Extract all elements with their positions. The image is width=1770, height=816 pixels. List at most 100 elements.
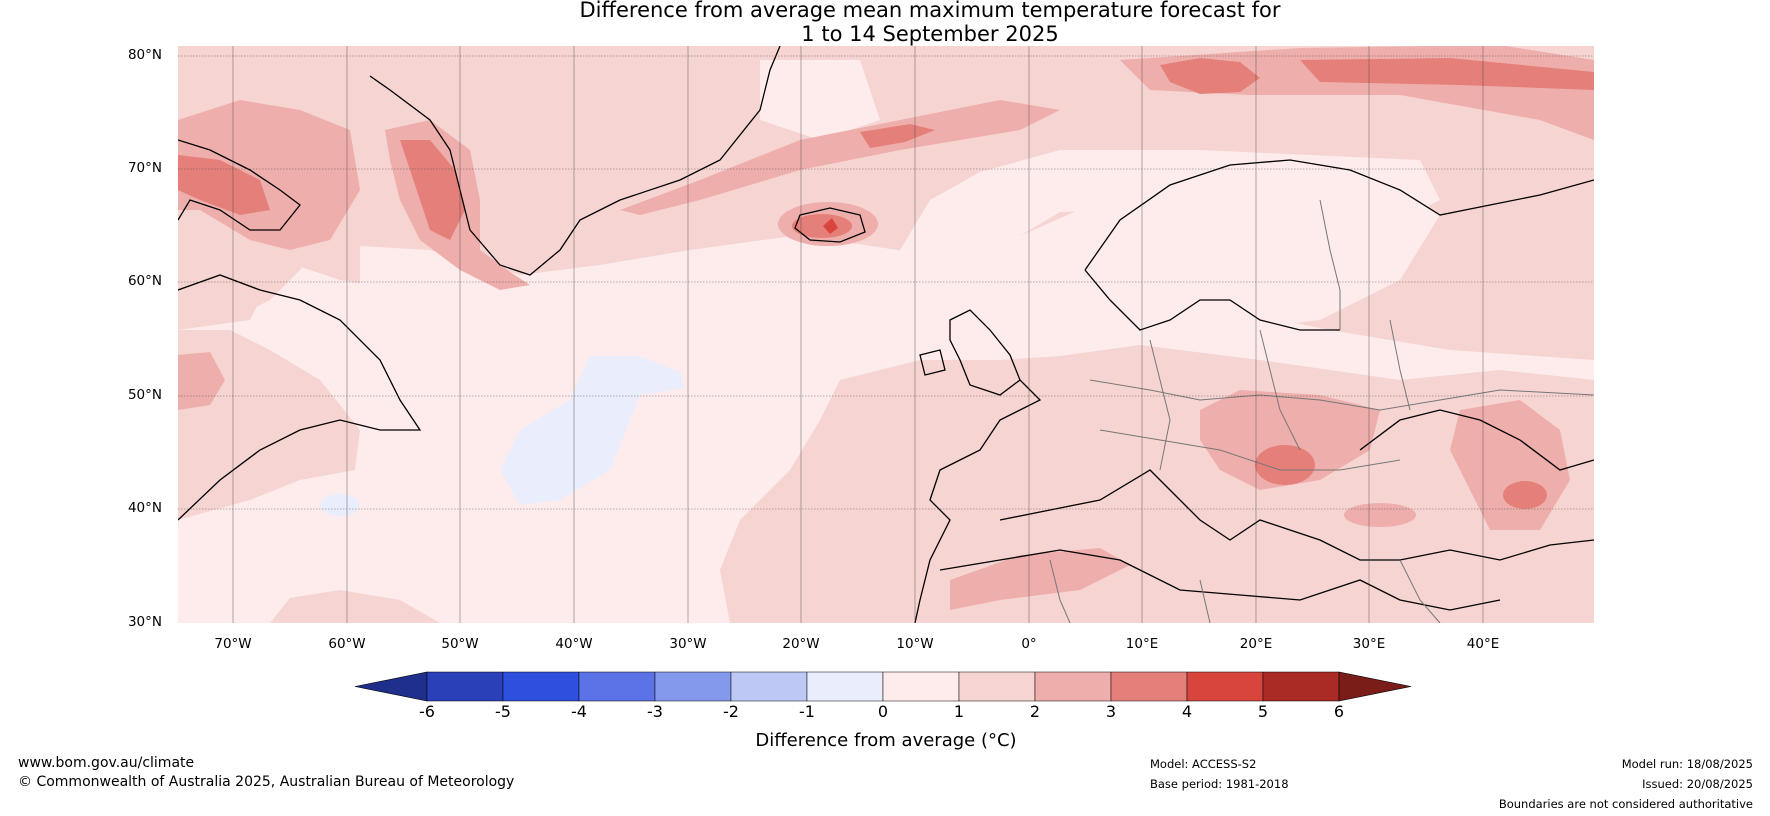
copyright-text: © Commonwealth of Australia 2025, Austra…	[18, 774, 515, 790]
iceland-coast	[794, 207, 866, 243]
colorbar-tick-label: 6	[1333, 702, 1345, 721]
anomaly-region-2-3-labrador-coast	[178, 352, 225, 410]
ireland-coast	[919, 349, 946, 376]
lon-label-10w: 10°W	[896, 636, 934, 652]
chart-title-line-1: Difference from average mean maximum tem…	[579, 0, 1281, 22]
colorbar-tick-label: 2	[1029, 702, 1041, 721]
colorbar-tick-label: 5	[1257, 702, 1269, 721]
lat-label-30n: 30°N	[127, 614, 162, 630]
labrador-coast	[178, 274, 422, 521]
chart-title-line-2: 1 to 14 September 2025	[801, 22, 1059, 46]
anomaly-region-3-4-kara	[1300, 58, 1594, 90]
black-sea-coast	[1359, 409, 1594, 471]
anomaly-region-4-5-iceland	[823, 218, 838, 234]
colorbar-cell	[958, 671, 1036, 702]
colorbar-tick-label: -5	[495, 702, 511, 721]
lat-label-70n: 70°N	[127, 160, 162, 176]
colorbar-extend-low	[354, 671, 428, 702]
colorbar-cell	[502, 671, 580, 702]
latitude-lines	[178, 55, 1594, 510]
lat-label-50n: 50°N	[127, 387, 162, 403]
anomaly-region-3-4-caucasus	[1503, 481, 1547, 509]
baltic-coast	[1084, 269, 1340, 331]
mediterranean-south-coast	[939, 549, 1501, 611]
lon-label-20e: 20°E	[1239, 636, 1273, 652]
anomaly-region-1-2-southwest	[270, 590, 440, 623]
britain-coast	[949, 309, 1021, 396]
western-europe-coast	[914, 379, 1042, 623]
colorbar-cells	[354, 671, 1412, 702]
lon-label-40w: 40°W	[555, 636, 593, 652]
anomaly-region-0-1-svalbard-south	[1046, 158, 1118, 186]
anomaly-region-2-3-north-africa	[950, 548, 1130, 610]
colorbar-tick-label: -6	[419, 702, 435, 721]
anomaly-region-3-4-svalbard	[1160, 58, 1260, 94]
lon-label-50w: 50°W	[441, 636, 479, 652]
colorbar-cell	[1110, 671, 1188, 702]
colorbar-cell	[882, 671, 960, 702]
anomaly-field	[178, 46, 1594, 623]
lat-label-60n: 60°N	[127, 273, 162, 289]
model-name: Model: ACCESS-S2	[1150, 757, 1257, 771]
colorbar-cell	[1186, 671, 1264, 702]
scandinavia-coast	[1084, 159, 1594, 271]
border-line-6	[1319, 199, 1341, 330]
lon-label-60w: 60°W	[328, 636, 366, 652]
mediterranean-north-coast	[999, 469, 1594, 561]
colorbar-cell	[1262, 671, 1340, 702]
country-borders	[1049, 199, 1594, 623]
colorbar-cell	[654, 671, 732, 702]
baffin-coast	[178, 139, 301, 231]
colorbar-tick-label: 0	[877, 702, 889, 721]
border-line-3	[1149, 339, 1171, 471]
border-line-8	[1199, 579, 1211, 623]
anomaly-region-cool-small	[320, 494, 360, 516]
anomaly-region-3-4-greenland-west	[400, 140, 465, 240]
lon-label-10e: 10°E	[1125, 636, 1159, 652]
colorbar-cell	[578, 671, 656, 702]
lat-label-40n: 40°N	[127, 500, 162, 516]
website-link[interactable]: www.bom.gov.au/climate	[18, 755, 195, 771]
colorbar-cell	[426, 671, 504, 702]
issued-date: Issued: 20/08/2025	[1642, 777, 1753, 791]
lon-label-70w: 70°W	[214, 636, 252, 652]
boundaries-disclaimer: Boundaries are not considered authoritat…	[1498, 797, 1753, 811]
anomaly-region-3-4-jan-mayen	[860, 124, 935, 148]
coastlines	[178, 46, 1594, 623]
colorbar-tick-label: -2	[723, 702, 739, 721]
lon-label-30w: 30°W	[669, 636, 707, 652]
colorbar-tick-label: 1	[953, 702, 965, 721]
colorbar-cell	[806, 671, 884, 702]
colorbar-tick-label: -1	[799, 702, 815, 721]
colorbar-extend-high	[1338, 671, 1412, 702]
anomaly-region-2-3-arctic-band	[620, 100, 1060, 215]
anomaly-region-0-1-greenland-sea	[760, 60, 880, 140]
border-line-2	[1099, 429, 1401, 471]
border-line-9	[1399, 559, 1441, 623]
colorbar-tick-label: -3	[647, 702, 663, 721]
colorbar-label: Difference from average (°C)	[755, 730, 1017, 751]
colorbar-tick-label: 4	[1181, 702, 1193, 721]
lon-label-20w: 20°W	[782, 636, 820, 652]
anomaly-region-2-3-turkey	[1344, 503, 1416, 527]
lon-label-0: 0°	[1021, 636, 1037, 652]
anomaly-region-3-4-serbia	[1255, 445, 1315, 485]
border-line-7	[1049, 559, 1071, 623]
colorbar-tick-label: 3	[1105, 702, 1117, 721]
colorbar-tick-label: -4	[571, 702, 587, 721]
model-run-date: Model run: 18/08/2025	[1621, 757, 1753, 771]
border-line-1	[1089, 379, 1594, 411]
lon-label-30e: 30°E	[1352, 636, 1386, 652]
lat-label-80n: 80°N	[127, 47, 162, 63]
lon-label-40e: 40°E	[1466, 636, 1500, 652]
colorbar-cell	[730, 671, 808, 702]
anomaly-region-0-1-scandinavia	[1020, 160, 1440, 330]
border-line-5	[1389, 319, 1411, 411]
base-period: Base period: 1981-2018	[1150, 777, 1289, 791]
anomaly-region-3-4-iceland	[792, 214, 852, 238]
graticule	[232, 46, 1484, 623]
border-line-4	[1259, 329, 1301, 451]
greenland-coast	[369, 46, 781, 276]
